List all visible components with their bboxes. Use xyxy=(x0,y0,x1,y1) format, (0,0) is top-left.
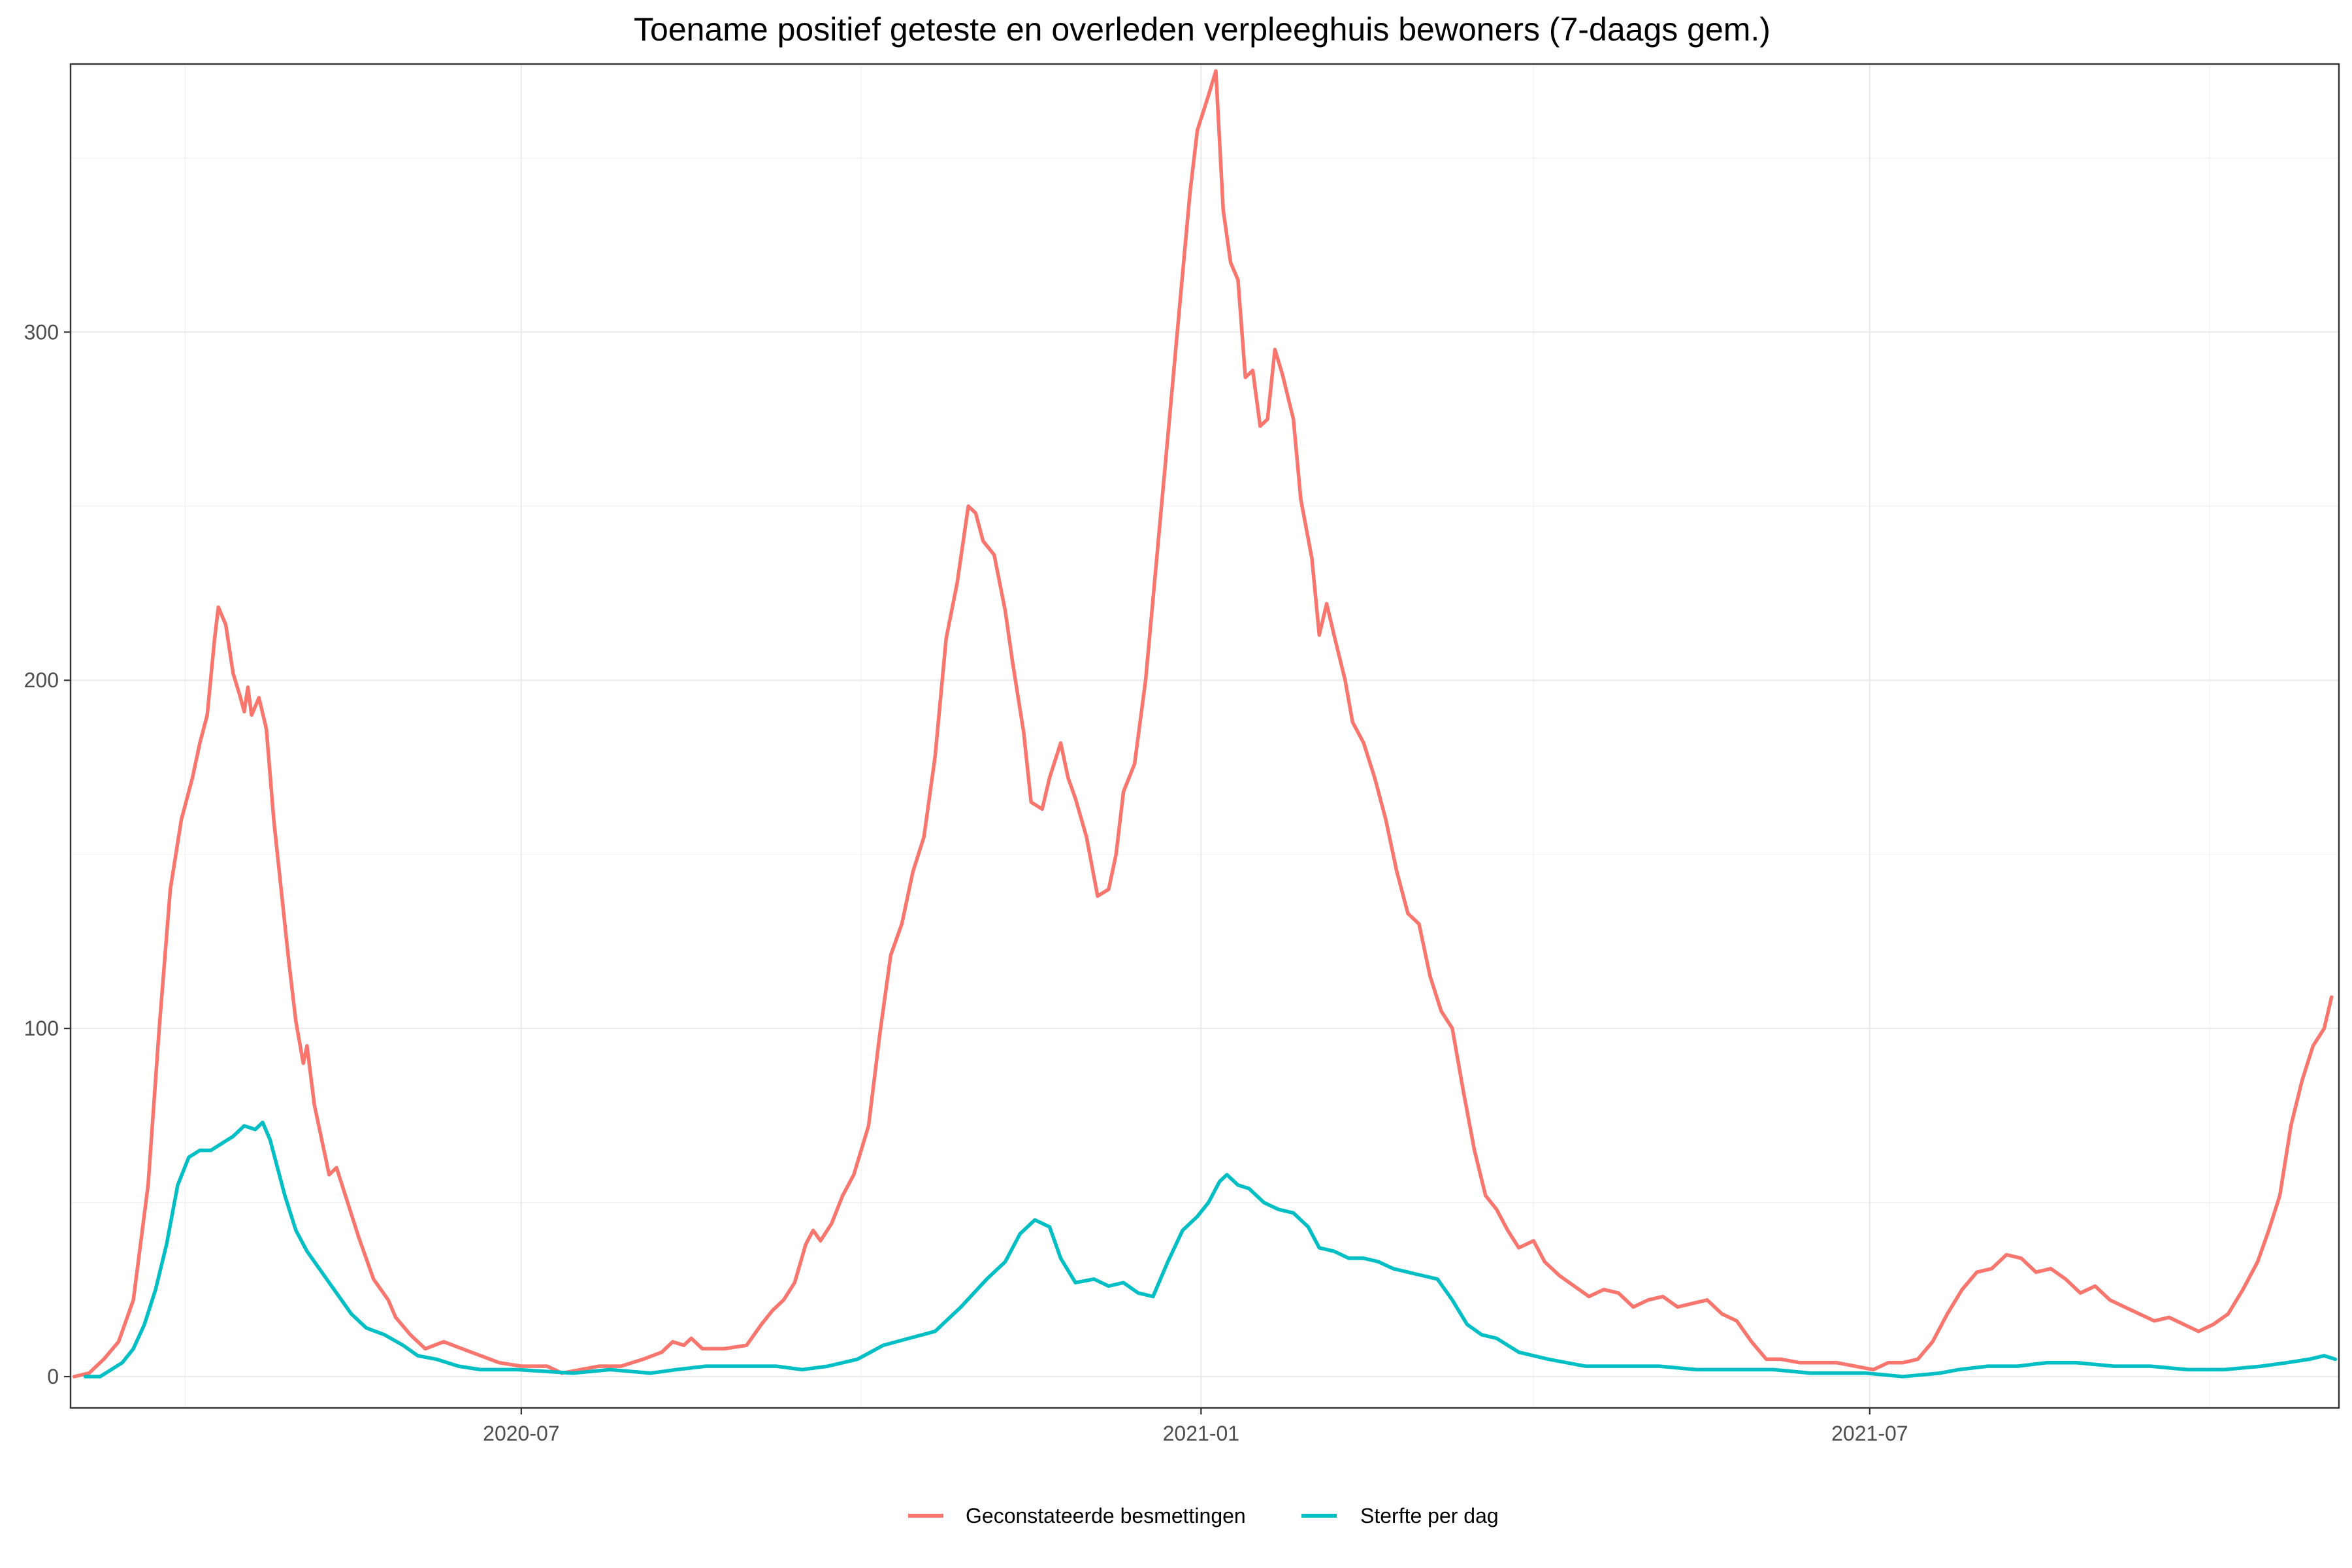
series-layer xyxy=(72,69,2338,1379)
legend-label-geconstateerde-besmettingen: Geconstateerde besmettingen xyxy=(966,1504,1246,1527)
major-gridlines xyxy=(71,64,2339,1408)
panel-border xyxy=(69,63,2340,1409)
axes: 0 100 200 300 2020-07 2021-01 2021-07 xyxy=(24,320,1908,1445)
series-line-geconstateerde-besmettingen xyxy=(72,69,2334,1379)
chart-title: Toename positief geteste en overleden ve… xyxy=(634,11,1771,48)
x-tick-label: 2021-07 xyxy=(1831,1422,1908,1445)
x-tick-label: 2021-01 xyxy=(1163,1422,1239,1445)
y-tick-label: 100 xyxy=(24,1017,59,1040)
legend: Geconstateerde besmettingen Sterfte per … xyxy=(908,1504,1499,1527)
series-line-sterfte-per-dag xyxy=(83,1120,2338,1379)
minor-gridlines xyxy=(71,64,2339,1408)
y-tick-label: 0 xyxy=(47,1365,59,1388)
y-tick-label: 200 xyxy=(24,668,59,692)
y-tick-label: 300 xyxy=(24,320,59,344)
legend-label-sterfte-per-dag: Sterfte per dag xyxy=(1360,1504,1499,1527)
x-tick-label: 2020-07 xyxy=(483,1422,559,1445)
